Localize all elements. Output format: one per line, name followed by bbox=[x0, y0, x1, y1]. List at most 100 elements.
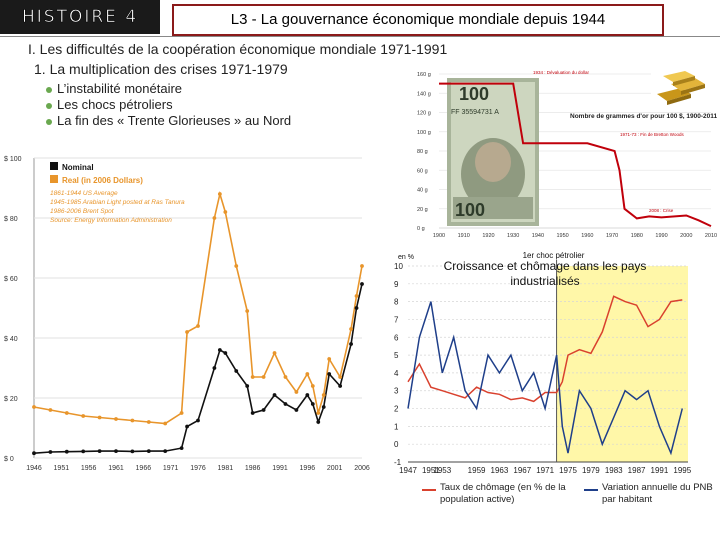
data-point bbox=[234, 369, 239, 373]
data-point bbox=[212, 216, 217, 220]
x-tick-label: 2000 bbox=[680, 233, 692, 239]
svg-text:100: 100 bbox=[459, 84, 489, 104]
x-tick-label: 1963 bbox=[491, 466, 509, 475]
x-tick-label: 1910 bbox=[458, 233, 470, 239]
data-point bbox=[261, 408, 266, 412]
legend-label-gdp: Variation annuelle du PNB par habitant bbox=[602, 482, 713, 505]
x-tick-label: 1991 bbox=[272, 465, 288, 472]
y-tick-label: $ 100 bbox=[4, 156, 22, 163]
svg-text:100: 100 bbox=[455, 200, 485, 220]
x-tick-label: 2001 bbox=[327, 465, 343, 472]
data-point bbox=[97, 415, 102, 420]
chart-annotation: Source: Energy Information Administratio… bbox=[50, 217, 172, 224]
data-point bbox=[163, 421, 168, 426]
data-point bbox=[234, 264, 239, 268]
data-point bbox=[310, 384, 315, 388]
data-point bbox=[81, 449, 86, 454]
y-tick-label: 140 g bbox=[417, 91, 431, 97]
data-point bbox=[130, 418, 135, 423]
bullet-dot-icon bbox=[46, 86, 52, 93]
slide-title: L3 - La gouvernance économique mondiale … bbox=[230, 11, 606, 28]
series-line-gdp bbox=[407, 301, 684, 456]
data-point bbox=[146, 420, 151, 424]
legend-swatch-real bbox=[50, 175, 58, 183]
bullet-dot-icon bbox=[46, 102, 52, 109]
data-point bbox=[250, 411, 255, 415]
gold-annotation: 1971-73 : Fin de Bretton Woods bbox=[620, 132, 684, 137]
data-point bbox=[212, 366, 217, 370]
data-point bbox=[48, 450, 53, 454]
y-tick-label: 20 g bbox=[417, 207, 428, 213]
y-tick-label: 0 bbox=[394, 440, 399, 449]
unit-label: en % bbox=[398, 254, 414, 261]
data-point bbox=[338, 384, 343, 388]
x-tick-label: 1930 bbox=[507, 233, 519, 239]
data-point bbox=[223, 210, 228, 214]
legend-label-real: Real (in 2006 Dollars) bbox=[62, 176, 143, 185]
data-point bbox=[217, 348, 222, 352]
x-tick-label: 1920 bbox=[482, 233, 494, 239]
y-tick-label: $ 60 bbox=[4, 276, 18, 283]
x-tick-label: 2010 bbox=[705, 233, 717, 239]
gold-annotation: 1934 : Dévaluation du dollar bbox=[533, 70, 590, 75]
y-tick-label: $ 0 bbox=[4, 456, 14, 463]
growth-chart-title: Croissance et chômage dans les pays indu… bbox=[443, 259, 647, 288]
growth-chart-title-box: Croissance et chômage dans les pays indu… bbox=[443, 259, 647, 288]
gold-chart-title: Nombre de grammes d'or pour 100 $, 1900-… bbox=[570, 113, 718, 120]
data-point bbox=[272, 351, 277, 355]
section-label: HISTOIRE 4 bbox=[22, 7, 139, 28]
x-tick-label: 1976 bbox=[190, 465, 206, 472]
data-point bbox=[217, 192, 222, 196]
data-point bbox=[261, 375, 266, 379]
y-tick-label: 160 g bbox=[417, 72, 431, 78]
data-point bbox=[305, 393, 310, 397]
x-tick-label: 1987 bbox=[628, 466, 646, 475]
x-tick-label: 1947 bbox=[399, 466, 417, 475]
y-tick-label: 6 bbox=[394, 333, 399, 342]
data-point bbox=[32, 405, 36, 409]
y-tick-label: $ 80 bbox=[4, 216, 18, 223]
x-tick-label: 1900 bbox=[433, 233, 445, 239]
x-tick-label: 1966 bbox=[136, 465, 152, 472]
data-point bbox=[283, 402, 288, 406]
oil-price-chart: $ 0 $ 20 $ 40 $ 60 $ 80 $ 100 1946 1951 1956 196… bbox=[4, 156, 370, 472]
data-point bbox=[360, 282, 364, 286]
data-point bbox=[354, 294, 359, 298]
legend-label-nominal: Nominal bbox=[62, 163, 94, 172]
data-point bbox=[245, 309, 250, 313]
dollar-banknote-image: 100 FF 35594731 A 100 bbox=[447, 78, 539, 226]
y-tick-label: $ 40 bbox=[4, 336, 18, 343]
x-tick-label: 1995 bbox=[673, 466, 691, 475]
legend-swatch-nominal bbox=[50, 162, 58, 170]
x-tick-label: 1956 bbox=[81, 465, 97, 472]
y-tick-label: 2 bbox=[394, 405, 399, 414]
data-point bbox=[250, 375, 255, 379]
x-tick-label: 1967 bbox=[513, 466, 531, 475]
post-shock-highlight bbox=[556, 266, 688, 462]
section-label-box: HISTOIRE 4 bbox=[0, 0, 160, 34]
x-tick-label: 1981 bbox=[218, 465, 234, 472]
y-tick-label: 3 bbox=[394, 387, 399, 396]
x-tick-label: 1971 bbox=[536, 466, 554, 475]
data-point bbox=[114, 449, 118, 453]
data-point bbox=[316, 411, 321, 415]
y-tick-label: 40 g bbox=[417, 188, 428, 194]
x-tick-label: 1971 bbox=[163, 465, 179, 472]
data-point bbox=[294, 390, 299, 394]
bullet-dot-icon bbox=[46, 118, 52, 125]
svg-text:FF 35594731 A: FF 35594731 A bbox=[451, 109, 499, 116]
x-tick-label: 1959 bbox=[468, 466, 486, 475]
data-point bbox=[349, 342, 353, 346]
x-tick-label: 2006 bbox=[354, 465, 370, 472]
data-point bbox=[64, 411, 69, 415]
series-line-unemployment bbox=[407, 295, 683, 403]
data-point bbox=[114, 417, 118, 421]
data-point bbox=[316, 420, 321, 424]
y-tick-label: 10 bbox=[394, 262, 403, 271]
series-line-gold bbox=[439, 82, 712, 228]
outline-heading-1: I. Les difficultés de la coopération éco… bbox=[28, 41, 448, 57]
slide-title-box: L3 - La gouvernance économique mondiale … bbox=[172, 4, 664, 36]
data-point bbox=[354, 306, 359, 310]
y-tick-label: $ 20 bbox=[4, 396, 18, 403]
